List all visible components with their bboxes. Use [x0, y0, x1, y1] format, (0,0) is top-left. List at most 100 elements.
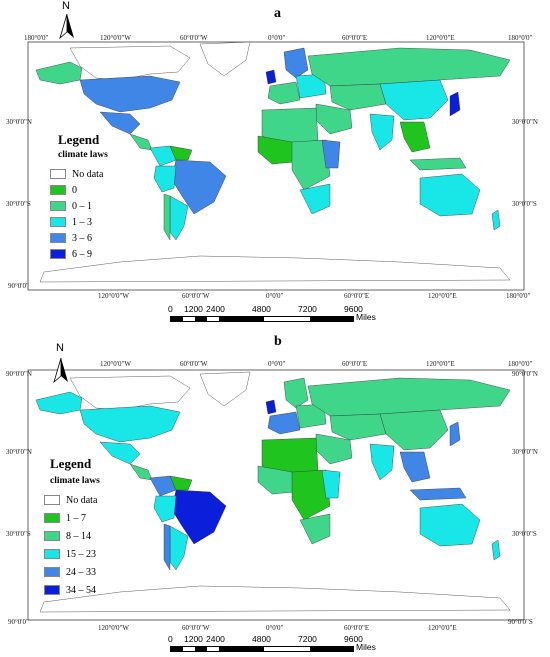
legend-item: 34 – 54 — [44, 584, 96, 596]
coord-left: 30°0'0"N — [6, 118, 32, 126]
scale-unit: Miles — [356, 642, 376, 652]
scale-tick: 7200 — [298, 304, 317, 314]
region-se-asia — [399, 451, 431, 483]
coord-bottom: 0°0'0" — [266, 624, 284, 632]
region-central-asia — [329, 413, 387, 441]
legend-item: 0 – 1 — [50, 200, 92, 212]
coord-bottom: 120°0'0"E — [428, 292, 457, 300]
region-south-africa — [299, 513, 331, 545]
legend-subtitle: climate laws — [58, 150, 108, 160]
coord-bottom: 120°0'0"E — [428, 624, 457, 632]
region-venezuela — [169, 475, 193, 491]
region-india — [369, 113, 395, 151]
coord-left: 90°0'0"N — [6, 370, 32, 378]
map-panel-b: b N 120°0'0"W 60°0'0"W 0°0'0" 60°0'0"E 1… — [0, 330, 550, 657]
scale-tick: 0 — [168, 634, 173, 644]
coord-top: 180°0'0" — [508, 360, 533, 368]
region-chile — [163, 523, 171, 571]
coord-top: 120°0'0"E — [426, 34, 455, 42]
region-west-europe — [267, 81, 301, 105]
region-scandinavia — [283, 47, 309, 79]
region-antarctica — [39, 585, 511, 613]
scale-tick: 2400 — [206, 634, 225, 644]
coord-top: 180°0'0" — [508, 34, 533, 42]
north-label: N — [62, 0, 70, 12]
legend-item: 1 – 7 — [44, 512, 86, 524]
coord-left: 30°0'0"S — [6, 200, 31, 208]
region-china — [379, 409, 449, 451]
scale-tick: 9600 — [344, 304, 363, 314]
region-scandinavia — [283, 377, 309, 409]
region-india — [369, 443, 395, 481]
legend-item: 6 – 9 — [50, 248, 92, 260]
region-central-asia — [329, 83, 387, 111]
coord-right: 90°0'0"N — [512, 370, 538, 378]
coord-top: 60°0'0"W — [180, 360, 208, 368]
region-canada — [69, 375, 191, 411]
coord-bottom: 180°0'0" — [506, 292, 531, 300]
region-west-europe — [267, 411, 301, 435]
legend-item: 8 – 14 — [44, 530, 91, 542]
region-uk — [265, 69, 277, 85]
region-south-africa — [299, 183, 331, 215]
coord-left: 30°0'0"N — [6, 448, 32, 456]
region-china — [379, 79, 449, 121]
region-nz — [491, 209, 501, 231]
coord-bottom: 60°0'0"E — [344, 624, 370, 632]
region-japan — [449, 421, 461, 447]
coord-top: 0°0'0" — [268, 360, 286, 368]
region-alaska — [35, 61, 83, 85]
coord-bottom: 60°0'0"E — [344, 292, 370, 300]
coord-right: 30°0'0"N — [512, 448, 538, 456]
coord-left: 90°0'0" — [8, 618, 29, 626]
scale-tick: 4800 — [252, 304, 271, 314]
map-panel-a: a N 180°0'0" 120°0'0"W 60°0'0"W 0°0'0" 6… — [0, 0, 550, 326]
region-greenland — [199, 41, 251, 77]
coord-top: 180°0'0" — [24, 34, 49, 42]
legend-swatch — [50, 233, 66, 243]
coord-right: 90°0'0"S — [508, 618, 533, 626]
legend-item: 15 – 23 — [44, 548, 96, 560]
scale-unit: Miles — [356, 312, 376, 322]
region-russia — [307, 47, 511, 87]
region-peru — [153, 165, 177, 193]
panel-letter-a: a — [274, 6, 281, 21]
region-argentina — [169, 195, 189, 241]
legend-item: 1 – 3 — [50, 216, 92, 228]
region-argentina — [169, 525, 189, 571]
legend-item: 3 – 6 — [50, 232, 92, 244]
scale-tick: 1200 — [184, 304, 203, 314]
region-mexico — [99, 111, 141, 135]
scale-bar — [170, 316, 354, 322]
coord-bottom: 120°0'0"W — [98, 292, 130, 300]
region-chile — [163, 193, 171, 241]
legend-swatch — [44, 495, 60, 505]
region-west-africa — [257, 135, 295, 165]
legend-swatch — [44, 585, 60, 595]
region-central-africa — [291, 469, 331, 521]
region-mexico — [99, 441, 141, 465]
north-arrow-icon — [59, 13, 74, 40]
coord-top: 60°0'0"E — [342, 34, 368, 42]
scale-tick: 0 — [168, 304, 173, 314]
north-arrow-icon — [53, 357, 68, 384]
region-alaska — [35, 391, 83, 415]
region-venezuela — [169, 145, 193, 161]
region-east-africa — [321, 469, 341, 499]
legend-item: 24 – 33 — [44, 566, 96, 578]
legend-item: No data — [50, 168, 103, 180]
legend-swatch — [50, 249, 66, 259]
coord-left: 90°0'0" — [8, 282, 29, 290]
region-australia — [419, 503, 481, 547]
scale-tick: 4800 — [252, 634, 271, 644]
region-antarctica — [39, 255, 511, 283]
coord-top: 120°0'0"E — [426, 360, 455, 368]
coord-right: 30°0'0"S — [512, 530, 537, 538]
legend-swatch — [44, 513, 60, 523]
region-uk — [265, 399, 277, 415]
region-nz — [491, 539, 501, 561]
coord-right: 30°0'0"N — [512, 118, 538, 126]
legend-subtitle: climate laws — [50, 476, 100, 486]
region-central-africa — [291, 139, 331, 191]
coord-left: 30°0'0"S — [6, 530, 31, 538]
